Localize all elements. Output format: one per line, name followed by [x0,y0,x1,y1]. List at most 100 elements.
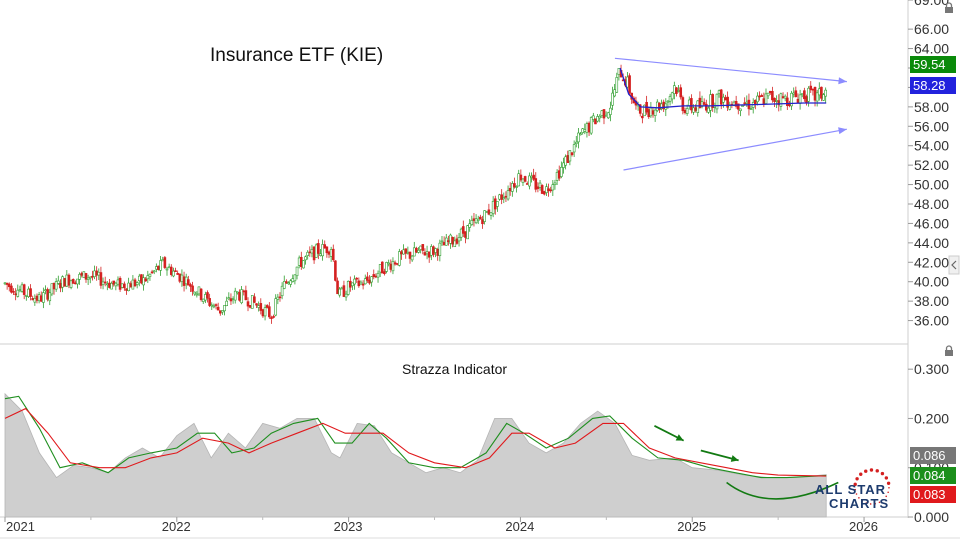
candle-body [820,86,823,99]
price-tick-label: 46.00 [914,215,949,231]
candle-body [613,89,616,97]
candle-body [743,102,746,105]
candle-body [37,294,41,302]
candle-body [82,271,86,278]
candle-body [745,101,749,104]
candle-body [626,76,629,88]
candle-body [511,183,514,192]
candle-body [321,244,324,257]
candle-body [25,295,28,297]
year-tick-label: 2023 [334,519,363,534]
indicator-annotations [654,425,839,500]
year-tick-label: 2024 [505,519,534,534]
candle-body [191,285,194,292]
candle-body [261,309,265,317]
candle-body [157,265,160,271]
ma-value-badge: 58.28 [910,77,956,94]
candle-body [466,225,469,240]
candle-body [91,275,94,278]
candle-body [265,305,269,308]
lock-icon[interactable] [945,2,953,13]
candle-body [817,88,821,96]
candle-body [236,291,239,294]
year-tick-label: 2025 [677,519,706,534]
candle-body [101,281,105,285]
candle-body [10,285,13,293]
candle-body [299,256,303,267]
candle-body [282,281,286,289]
candle-body [97,271,101,276]
candle-body [63,278,66,287]
year-tick-label: 2026 [849,519,878,534]
logo-star [864,469,868,473]
candle-body [600,110,604,116]
candle-body [110,283,113,290]
candle-body [116,279,120,285]
candle-body [675,87,678,94]
candle-body [628,75,631,94]
candle-body [338,288,341,296]
candle-body [229,298,233,302]
candle-body [14,293,17,296]
candle-body [172,270,175,277]
candle-body [711,94,715,108]
candle-body [807,87,810,102]
candle-body [457,237,461,242]
candle-body [178,273,182,282]
candle-body [417,249,420,253]
candle-body [225,300,228,306]
candle-body [33,298,37,303]
candle-body [519,174,523,181]
candle-body [796,98,800,103]
candle-body [459,228,463,238]
year-tick-label: 2022 [162,519,191,534]
candle-body [783,95,787,99]
price-tick-label: 66.00 [914,21,949,37]
price-tick-label: 42.00 [914,254,949,270]
candle-body [182,276,186,286]
candle-body [206,292,209,299]
candle-body [555,171,559,181]
candle-body [357,280,361,287]
candle-body [48,292,52,302]
candle-body [679,87,683,98]
candle-body [351,282,354,287]
slow-line [4,407,827,477]
candle-body [31,298,35,301]
candle-body [56,280,60,284]
candle-body [259,303,263,311]
candle-body [148,273,152,277]
candle-body [702,102,706,105]
candle-body [383,271,386,275]
candle-body [773,97,776,102]
lower-trendline-head [838,127,847,135]
candle-body [169,266,173,275]
candle-body [71,279,75,284]
price-tick-label: 44.00 [914,235,949,251]
candle-body [276,296,280,300]
candle-body [137,275,141,281]
candle-body [323,244,327,249]
candle-body [423,252,427,256]
price-tick-label: 40.00 [914,274,949,290]
candle-body [74,282,77,285]
candle-body [389,263,393,270]
logo-dot [865,502,868,504]
candle-body [481,219,484,225]
candle-body [293,274,297,282]
candle-body [99,272,103,286]
chevron-left-icon[interactable] [948,255,960,275]
candle-body [430,246,433,256]
candle-body [302,260,305,269]
logo-dot [874,502,876,505]
candle-body [736,103,740,110]
candle-body [794,90,798,98]
candle-body [199,288,203,300]
candle-body [353,278,356,285]
lock-icon[interactable] [945,345,953,356]
candle-body [410,255,414,261]
logo-star [875,469,879,473]
candle-body [585,123,589,133]
logo-star [853,482,857,487]
candle-body [781,96,785,99]
